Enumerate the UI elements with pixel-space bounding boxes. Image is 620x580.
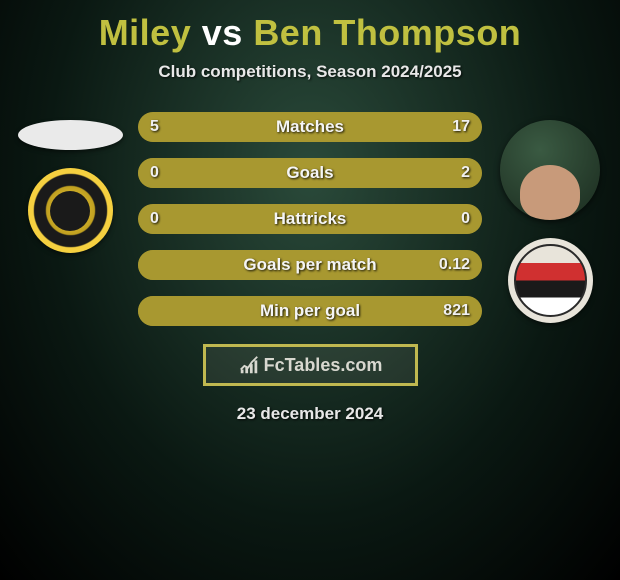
player1-club-badge (28, 168, 113, 253)
date: 23 december 2024 (237, 404, 384, 424)
stat-value-left: 0 (150, 164, 159, 182)
main-row: 5 Matches 17 0 Goals 2 0 Hattricks 0 Goals per ma… (0, 112, 620, 326)
title: Miley vs Ben Thompson (99, 12, 522, 54)
left-column (10, 112, 130, 253)
stat-bar: 0 Goals 2 (138, 158, 482, 188)
stat-bar: Min per goal 821 (138, 296, 482, 326)
right-column (490, 112, 610, 323)
vs-text: vs (202, 12, 243, 53)
player2-club-badge (508, 238, 593, 323)
stat-bar: 5 Matches 17 (138, 112, 482, 142)
player2-avatar (500, 120, 600, 220)
stat-bars: 5 Matches 17 0 Goals 2 0 Hattricks 0 Goals per ma… (130, 112, 490, 326)
player2-name: Ben Thompson (253, 12, 521, 53)
stat-value-right: 2 (461, 164, 470, 182)
stat-value-right: 0.12 (439, 256, 470, 274)
bar-fill-right (216, 112, 482, 142)
subtitle: Club competitions, Season 2024/2025 (158, 62, 461, 82)
stat-bar: Goals per match 0.12 (138, 250, 482, 280)
stat-value-left: 5 (150, 118, 159, 136)
stat-label: Hattricks (274, 209, 347, 229)
stat-label: Matches (276, 117, 344, 137)
stat-value-right: 0 (461, 210, 470, 228)
brand-text: FcTables.com (264, 355, 383, 376)
comparison-card: Miley vs Ben Thompson Club competitions,… (0, 0, 620, 424)
stat-label: Goals (286, 163, 333, 183)
stat-value-right: 821 (443, 302, 470, 320)
stat-bar: 0 Hattricks 0 (138, 204, 482, 234)
stat-value-left: 0 (150, 210, 159, 228)
stat-label: Min per goal (260, 301, 360, 321)
brand-box: FcTables.com (203, 344, 418, 386)
player1-avatar (18, 120, 123, 150)
chart-icon (238, 354, 260, 376)
stat-value-right: 17 (452, 118, 470, 136)
stat-label: Goals per match (243, 255, 376, 275)
player1-name: Miley (99, 12, 192, 53)
